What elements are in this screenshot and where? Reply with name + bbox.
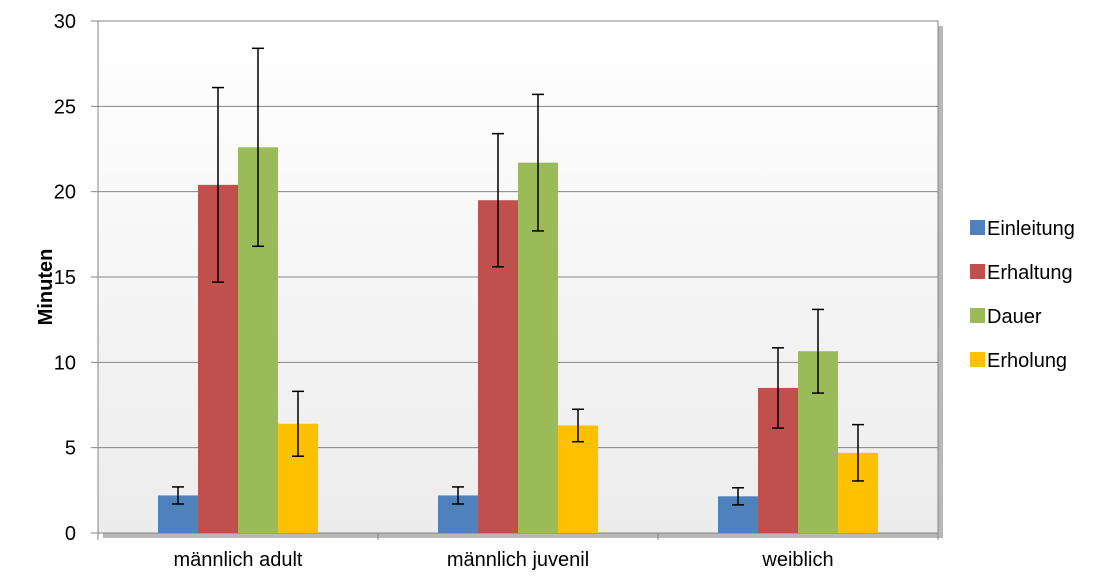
y-tick-label: 0 bbox=[65, 523, 76, 545]
legend-swatch-erholung bbox=[970, 352, 985, 367]
error-bar-dauer-3 bbox=[812, 308, 824, 394]
legend-label-erholung: Erholung bbox=[987, 350, 1067, 372]
legend-label-dauer: Dauer bbox=[987, 306, 1042, 328]
y-tick-label: 25 bbox=[54, 96, 76, 118]
y-axis-label: Minuten bbox=[35, 249, 57, 326]
error-bars bbox=[172, 47, 864, 506]
error-bar-einleitung-1 bbox=[172, 486, 184, 505]
x-category-label: weiblich bbox=[761, 549, 833, 571]
legend-label-einleitung: Einleitung bbox=[987, 218, 1075, 240]
legend-swatch-einleitung bbox=[970, 220, 985, 235]
error-bar-dauer-2 bbox=[532, 93, 544, 232]
error-bar-erholung-1 bbox=[292, 390, 304, 457]
bars bbox=[158, 147, 878, 534]
legend-swatch-dauer bbox=[970, 308, 985, 323]
x-category-label: männlich adult bbox=[174, 549, 303, 571]
error-bar-erholung-2 bbox=[572, 408, 584, 443]
error-bar-einleitung-3 bbox=[732, 487, 744, 506]
y-tick-label: 15 bbox=[54, 267, 76, 289]
y-tick-label: 5 bbox=[65, 438, 76, 460]
y-tick-label: 10 bbox=[54, 352, 76, 374]
legend-swatch-erhaltung bbox=[970, 264, 985, 279]
error-bar-einleitung-2 bbox=[452, 486, 464, 505]
y-tick-label: 20 bbox=[54, 182, 76, 204]
x-category-label: männlich juvenil bbox=[447, 549, 589, 571]
error-bar-dauer-1 bbox=[252, 47, 264, 248]
error-bar-erhaltung-2 bbox=[492, 132, 504, 268]
legend-label-erhaltung: Erhaltung bbox=[987, 262, 1073, 284]
error-bar-erhaltung-3 bbox=[772, 347, 784, 429]
legend: Einleitung Erhaltung Dauer Erholung bbox=[970, 218, 1075, 372]
bar-erholung-2 bbox=[558, 425, 598, 533]
x-axis-categories: männlich adult männlich juvenil weiblich bbox=[97, 533, 939, 571]
y-tick-label: 30 bbox=[54, 11, 76, 33]
error-bar-erhaltung-1 bbox=[212, 86, 224, 283]
error-bar-erholung-3 bbox=[852, 423, 864, 482]
y-axis-ticks: 0 5 10 15 20 25 30 bbox=[54, 11, 98, 545]
